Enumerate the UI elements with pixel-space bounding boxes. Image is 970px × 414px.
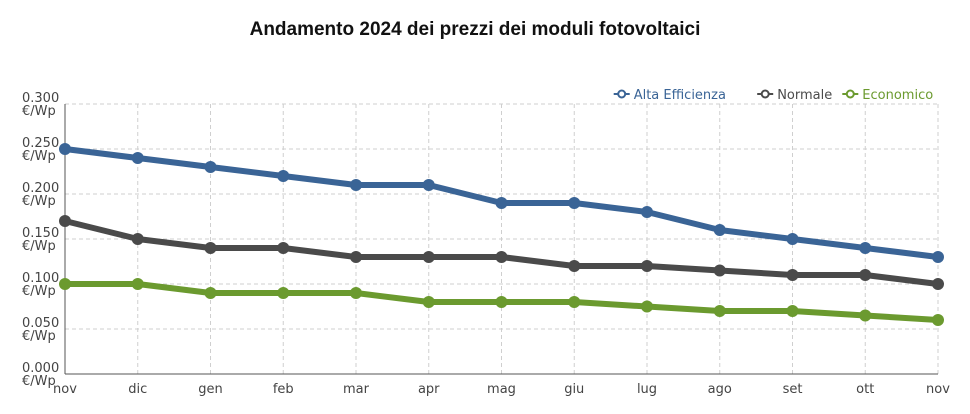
data-point-normale[interactable] — [859, 269, 872, 281]
data-point-normale[interactable] — [495, 251, 508, 263]
y-tick-label: 0.250 €/Wp — [22, 136, 59, 164]
legend-swatch-marker — [845, 89, 855, 99]
legend[interactable]: Alta Efficienza Normale Economico — [613, 88, 934, 103]
chart-title: Andamento 2024 dei prezzi dei moduli fot… — [250, 19, 701, 40]
data-point-alta-efficienza[interactable] — [859, 242, 872, 254]
x-tick-label: ott — [856, 382, 874, 397]
data-point-normale[interactable] — [786, 269, 799, 281]
data-point-economico[interactable] — [713, 305, 726, 317]
legend-label: Alta Efficienza — [634, 88, 726, 103]
legend-item-normale[interactable]: Normale — [757, 88, 832, 103]
data-point-economico[interactable] — [859, 309, 872, 322]
y-tick-label: 0.300 €/Wp — [22, 91, 59, 119]
data-point-economico[interactable] — [277, 287, 290, 299]
series-alta-efficienza — [59, 143, 944, 263]
x-tick-label: set — [783, 382, 803, 397]
data-point-normale[interactable] — [350, 251, 362, 263]
data-point-economico[interactable] — [204, 287, 217, 299]
y-tick-label: 0.200 €/Wp — [22, 181, 59, 209]
x-tick-label: gen — [198, 382, 223, 397]
data-point-normale[interactable] — [422, 251, 435, 263]
data-point-normale[interactable] — [641, 260, 653, 272]
data-point-alta-efficienza[interactable] — [713, 224, 726, 236]
data-point-economico[interactable] — [350, 287, 362, 299]
data-point-normale[interactable] — [131, 233, 144, 245]
series-normale — [59, 215, 944, 290]
y-tick-label: 0.150 €/Wp — [22, 226, 59, 254]
legend-item-alta-efficienza[interactable]: Alta Efficienza — [613, 88, 726, 103]
data-point-economico[interactable] — [495, 296, 508, 308]
data-point-alta-efficienza[interactable] — [932, 251, 944, 263]
legend-swatch-marker — [617, 89, 627, 99]
data-point-alta-efficienza[interactable] — [568, 197, 581, 209]
x-tick-label: nov — [53, 382, 77, 397]
y-tick-label: 0.000 €/Wp — [22, 361, 59, 389]
x-tick-label: nov — [926, 382, 950, 397]
x-tick-label: giu — [564, 382, 584, 397]
y-tick-label: 0.100 €/Wp — [22, 271, 59, 299]
x-tick-label: mar — [343, 382, 370, 397]
grid — [65, 103, 939, 374]
data-point-economico[interactable] — [568, 296, 581, 308]
data-point-alta-efficienza[interactable] — [59, 143, 71, 155]
data-point-normale[interactable] — [932, 278, 944, 290]
axes: 0.000 €/Wp 0.050 €/Wp 0.100 €/Wp 0.150 €/Wp 0.20… — [22, 91, 950, 397]
data-point-economico[interactable] — [786, 305, 799, 317]
data-point-alta-efficienza[interactable] — [131, 152, 144, 164]
x-tick-label: dic — [128, 382, 147, 397]
legend-swatch-marker — [760, 89, 770, 99]
data-point-normale[interactable] — [568, 260, 581, 272]
legend-label: Normale — [777, 88, 832, 103]
data-point-alta-efficienza[interactable] — [786, 233, 799, 245]
series-lines — [59, 143, 944, 326]
x-tick-label: mag — [487, 382, 516, 397]
data-point-economico[interactable] — [932, 314, 944, 326]
legend-item-economico[interactable]: Economico — [842, 88, 933, 103]
y-tick-label: 0.050 €/Wp — [22, 316, 59, 344]
data-point-alta-efficienza[interactable] — [495, 197, 508, 209]
data-point-normale[interactable] — [59, 215, 71, 227]
data-point-economico[interactable] — [131, 278, 144, 290]
x-tick-label: feb — [273, 382, 294, 397]
series-economico — [59, 278, 944, 326]
data-point-alta-efficienza[interactable] — [350, 179, 362, 191]
data-point-normale[interactable] — [713, 264, 726, 277]
data-point-normale[interactable] — [204, 242, 217, 254]
x-tick-label: apr — [418, 382, 440, 397]
data-point-normale[interactable] — [277, 242, 290, 254]
data-point-alta-efficienza[interactable] — [422, 179, 435, 191]
x-tick-label: ago — [708, 382, 732, 397]
data-point-alta-efficienza[interactable] — [204, 161, 217, 173]
data-point-economico[interactable] — [59, 278, 71, 290]
data-point-alta-efficienza[interactable] — [277, 170, 290, 182]
data-point-economico[interactable] — [641, 300, 653, 313]
data-point-economico[interactable] — [422, 296, 435, 308]
data-point-alta-efficienza[interactable] — [641, 206, 653, 218]
x-tick-label: lug — [637, 382, 657, 397]
legend-label: Economico — [862, 88, 933, 103]
